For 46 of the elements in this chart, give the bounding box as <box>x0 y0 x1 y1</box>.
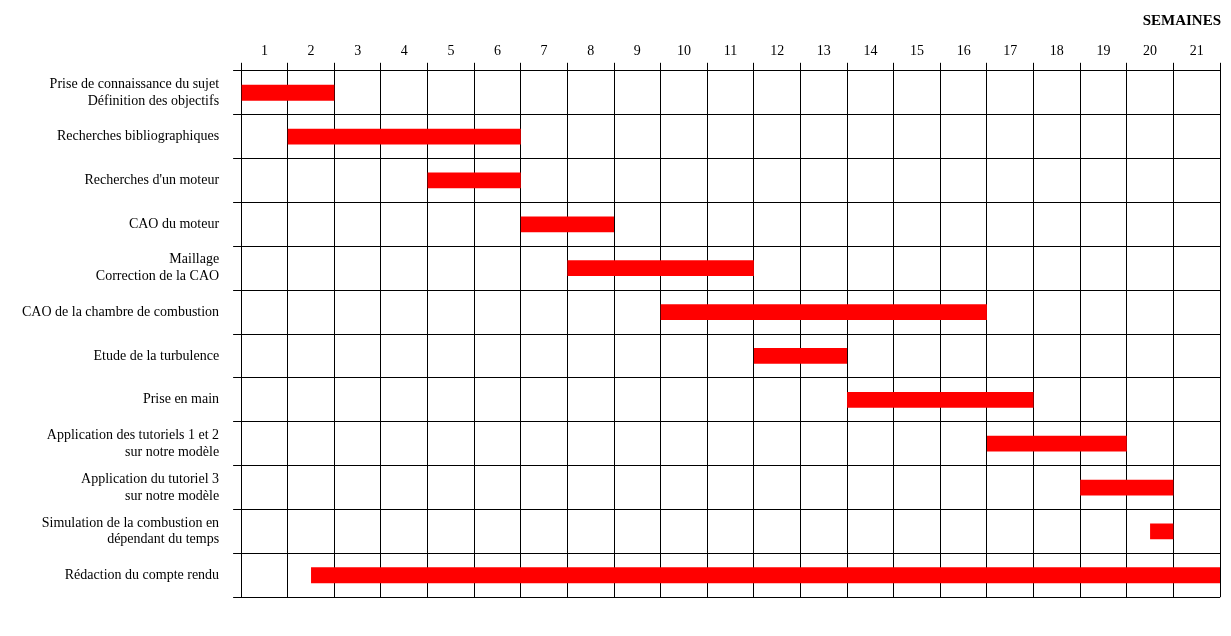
x-tick-label: 12 <box>770 43 785 59</box>
bar <box>847 391 1034 408</box>
bar <box>660 304 987 320</box>
x-tick-label: 18 <box>1049 43 1064 59</box>
x-tick-label: 21 <box>1189 43 1204 59</box>
x-tick-label: 15 <box>910 43 925 59</box>
chart-title: SEMAINES <box>1142 11 1221 28</box>
y-tick-label: Prise en main <box>142 391 220 407</box>
bar <box>427 172 521 189</box>
x-tick-label: 16 <box>956 43 971 59</box>
x-tick-label: 11 <box>723 43 738 59</box>
bar <box>753 348 848 364</box>
y-tick-label: Simulation de la combustion en dépendant du temps <box>41 514 220 547</box>
x-tick-label: 8 <box>587 43 595 59</box>
y-tick-label: CAO du moteur <box>128 216 220 232</box>
y-tick-label: Etude de la turbulence <box>93 347 220 363</box>
bar <box>311 567 1220 584</box>
x-tick-label: 2 <box>307 43 315 59</box>
bar <box>1080 479 1174 496</box>
x-tick-label: 4 <box>400 43 408 59</box>
y-tick-label: Prise de connaissance du sujet Définition des objectifs <box>49 76 220 108</box>
bar <box>1150 523 1174 540</box>
x-tick-label: 6 <box>493 43 501 59</box>
x-tick-label: 14 <box>863 43 878 59</box>
y-tick-label: Recherches d'un moteur <box>84 172 220 188</box>
bar <box>986 435 1127 452</box>
y-tick-label: CAO de la chambre de combustion <box>21 303 220 319</box>
x-tick-label: 19 <box>1096 43 1111 59</box>
x-tick-label: 3 <box>354 43 362 59</box>
x-tick-label: 13 <box>816 43 831 59</box>
y-tick-label: Rédaction du compte rendu <box>64 566 220 582</box>
bar <box>287 128 521 145</box>
y-tick-label: Application des tutoriels 1 et 2 sur notre modèle <box>46 426 220 459</box>
x-tick-label: 10 <box>676 43 691 59</box>
x-tick-label: 17 <box>1003 43 1018 59</box>
x-tick-label: 20 <box>1143 43 1158 59</box>
bar <box>241 84 335 101</box>
bar <box>520 216 615 233</box>
y-tick-label: Maillage Correction de la CAO <box>95 251 220 284</box>
x-tick-label: 9 <box>633 43 641 59</box>
y-tick-label: Application du tutoriel 3 sur notre modèle <box>81 470 220 503</box>
y-tick-label: Recherches bibliographiques <box>56 128 220 144</box>
x-tick-label: 7 <box>540 43 548 59</box>
x-tick-label: 5 <box>447 43 455 59</box>
bar <box>567 260 754 277</box>
x-tick-label: 1 <box>260 43 268 59</box>
